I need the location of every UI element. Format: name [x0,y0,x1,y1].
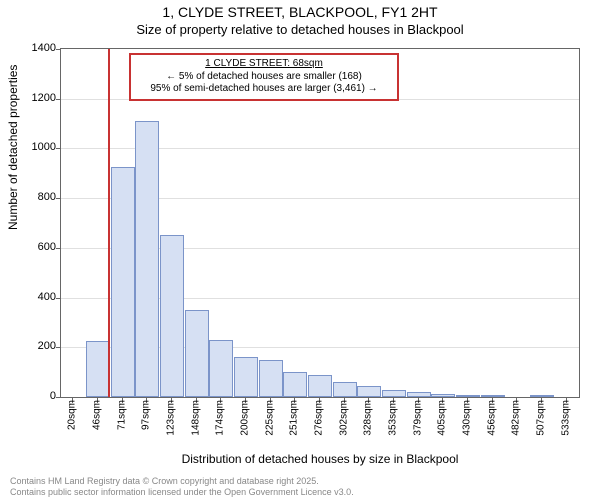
footer-line1: Contains HM Land Registry data © Crown c… [10,476,354,487]
histogram-bar [431,394,455,397]
y-tick-label: 1400 [16,42,56,54]
histogram-bar [209,340,233,397]
x-tick-label: 200sqm [240,400,251,436]
y-tick [56,347,61,348]
x-tick-label: 328sqm [363,400,374,436]
x-tick-label: 379sqm [412,400,423,436]
x-tick-label: 482sqm [511,400,522,436]
callout-line2: ← 5% of detached houses are smaller (168… [137,71,391,84]
x-tick-label: 353sqm [388,400,399,436]
y-tick [56,49,61,50]
histogram-bar [283,372,307,397]
callout-line3: 95% of semi-detached houses are larger (… [137,83,391,96]
histogram-bar [481,395,505,397]
histogram-bar [234,357,258,397]
plot-area: 1 CLYDE STREET: 68sqm ← 5% of detached h… [60,48,580,398]
y-tick-label: 200 [16,340,56,352]
x-tick-label: 20sqm [67,400,78,430]
footer-attribution: Contains HM Land Registry data © Crown c… [10,476,354,498]
y-tick [56,298,61,299]
chart-container: 1, CLYDE STREET, BLACKPOOL, FY1 2HT Size… [0,0,600,500]
histogram-bar [185,310,209,397]
histogram-bar [160,235,184,397]
x-tick-label: 302sqm [338,400,349,436]
histogram-bar [135,121,159,397]
y-tick-label: 800 [16,191,56,203]
y-tick [56,248,61,249]
x-tick-area: 20sqm 46sqm 71sqm 97sqm 123sqm 148sqm 174sqm 20… [60,398,580,452]
histogram-bar [86,341,110,397]
x-tick-label: 123sqm [166,400,177,436]
x-tick-label: 225sqm [264,400,275,436]
x-tick-label: 148sqm [190,400,201,436]
histogram-bar [308,375,332,397]
histogram-bar [407,392,431,397]
histogram-bar [259,360,283,397]
callout-line1: 1 CLYDE STREET: 68sqm [137,58,391,71]
y-tick-label: 1200 [16,92,56,104]
y-tick-label: 600 [16,241,56,253]
x-tick-label: 97sqm [141,400,152,430]
histogram-bar [530,395,554,397]
x-tick-label: 276sqm [314,400,325,436]
x-tick-label: 46sqm [92,400,103,430]
histogram-bar [111,167,135,397]
marker-line [108,49,110,397]
x-tick-label: 174sqm [215,400,226,436]
x-tick-label: 71sqm [116,400,127,430]
x-tick-label: 405sqm [437,400,448,436]
y-tick [56,148,61,149]
x-tick-label: 533sqm [560,400,571,436]
chart-title: 1, CLYDE STREET, BLACKPOOL, FY1 2HT [0,4,600,20]
histogram-bar [333,382,357,397]
x-tick-label: 507sqm [536,400,547,436]
y-tick [56,99,61,100]
y-tick-label: 400 [16,291,56,303]
chart-subtitle: Size of property relative to detached ho… [0,22,600,37]
y-tick-label: 1000 [16,141,56,153]
y-tick [56,198,61,199]
histogram-bar [382,390,406,397]
footer-line2: Contains public sector information licen… [10,487,354,498]
x-tick-label: 251sqm [289,400,300,436]
x-axis-label: Distribution of detached houses by size … [60,452,580,466]
histogram-bar [456,395,480,397]
y-tick-area: 0200400600800100012001400 [14,48,60,398]
histogram-bar [357,386,381,397]
x-tick-label: 456sqm [486,400,497,436]
y-tick-label: 0 [16,390,56,402]
marker-callout: 1 CLYDE STREET: 68sqm ← 5% of detached h… [129,53,399,101]
x-tick-label: 430sqm [462,400,473,436]
